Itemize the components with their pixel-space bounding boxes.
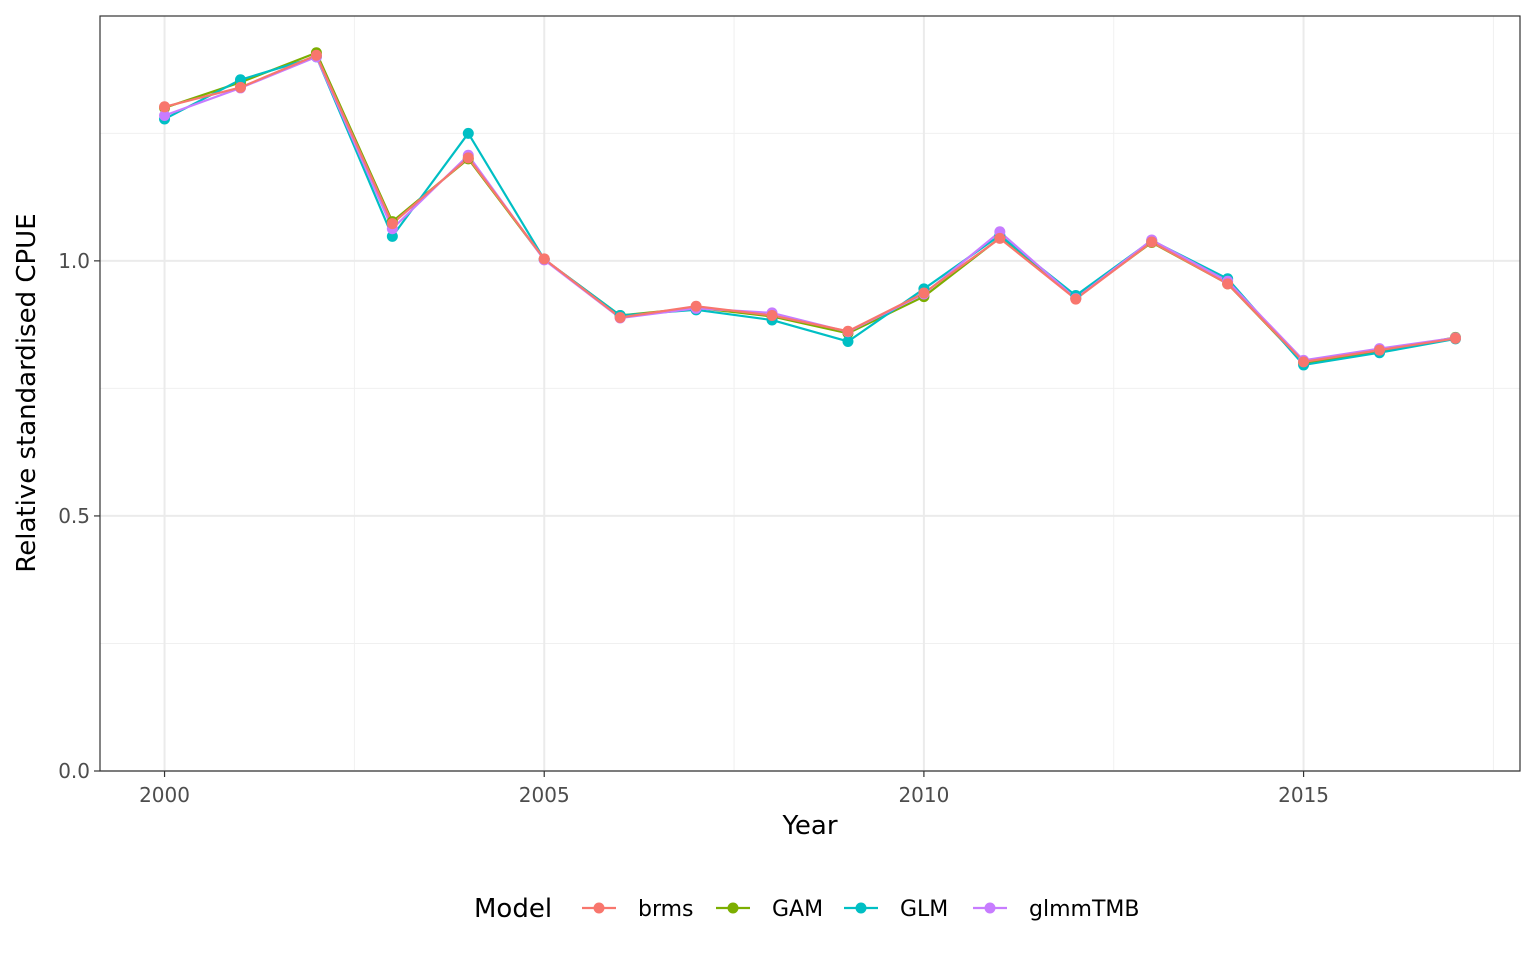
x-tick-label: 2005 (519, 783, 570, 807)
legend-key-point-glm (855, 902, 867, 914)
data-point-brms (842, 325, 854, 337)
legend-title: Model (474, 894, 552, 924)
data-point-brms (1146, 236, 1158, 248)
legend-label-gam: GAM (772, 897, 823, 922)
axes: 2000 2005 2010 2015 0.0 0.5 1.0 (58, 249, 1329, 807)
y-tick-label: 0.5 (58, 504, 90, 528)
data-point-brms (386, 218, 398, 230)
x-tick-label: 2010 (898, 783, 949, 807)
data-point-brms (538, 253, 550, 265)
data-point-brms (690, 300, 702, 312)
data-point-brms (310, 49, 322, 61)
plot-panel-border (99, 15, 1521, 772)
x-axis-title: Year (781, 811, 837, 841)
data-point-brms (766, 309, 778, 321)
data-point-brms (1222, 278, 1234, 290)
legend-key-point-brms (593, 902, 605, 914)
grid-lines (100, 16, 1520, 772)
y-tick-label: 0.0 (58, 759, 90, 783)
data-point-brms (159, 101, 171, 113)
data-point-brms (614, 311, 626, 323)
x-tick-label: 2015 (1278, 783, 1329, 807)
data-point-glmmtmb (159, 109, 171, 121)
data-point-glm (386, 230, 398, 242)
legend: Model brms GAM GLM glmmTMB (474, 894, 1139, 924)
data-point-brms (994, 232, 1006, 244)
data-point-glm (462, 127, 474, 139)
data-point-brms (462, 152, 474, 164)
data-point-glm (234, 74, 246, 86)
data-point-brms (234, 81, 246, 93)
legend-label-glm: GLM (900, 897, 948, 922)
legend-label-glmmtmb: glmmTMB (1029, 897, 1139, 922)
x-tick-label: 2000 (139, 783, 190, 807)
legend-label-brms: brms (638, 897, 694, 922)
data-point-brms (1070, 293, 1082, 305)
data-point-brms (1298, 356, 1310, 368)
series-line-brms (164, 54, 1456, 363)
y-axis-title: Relative standardised CPUE (12, 213, 42, 572)
data-point-brms (1374, 344, 1386, 356)
data-point-brms (1449, 332, 1461, 344)
series-layer (159, 47, 1461, 371)
data-point-brms (918, 287, 930, 299)
legend-key-point-gam (727, 902, 739, 914)
y-tick-label: 1.0 (58, 249, 90, 273)
data-point-glm (842, 335, 854, 347)
legend-key-point-glmmtmb (984, 902, 996, 914)
